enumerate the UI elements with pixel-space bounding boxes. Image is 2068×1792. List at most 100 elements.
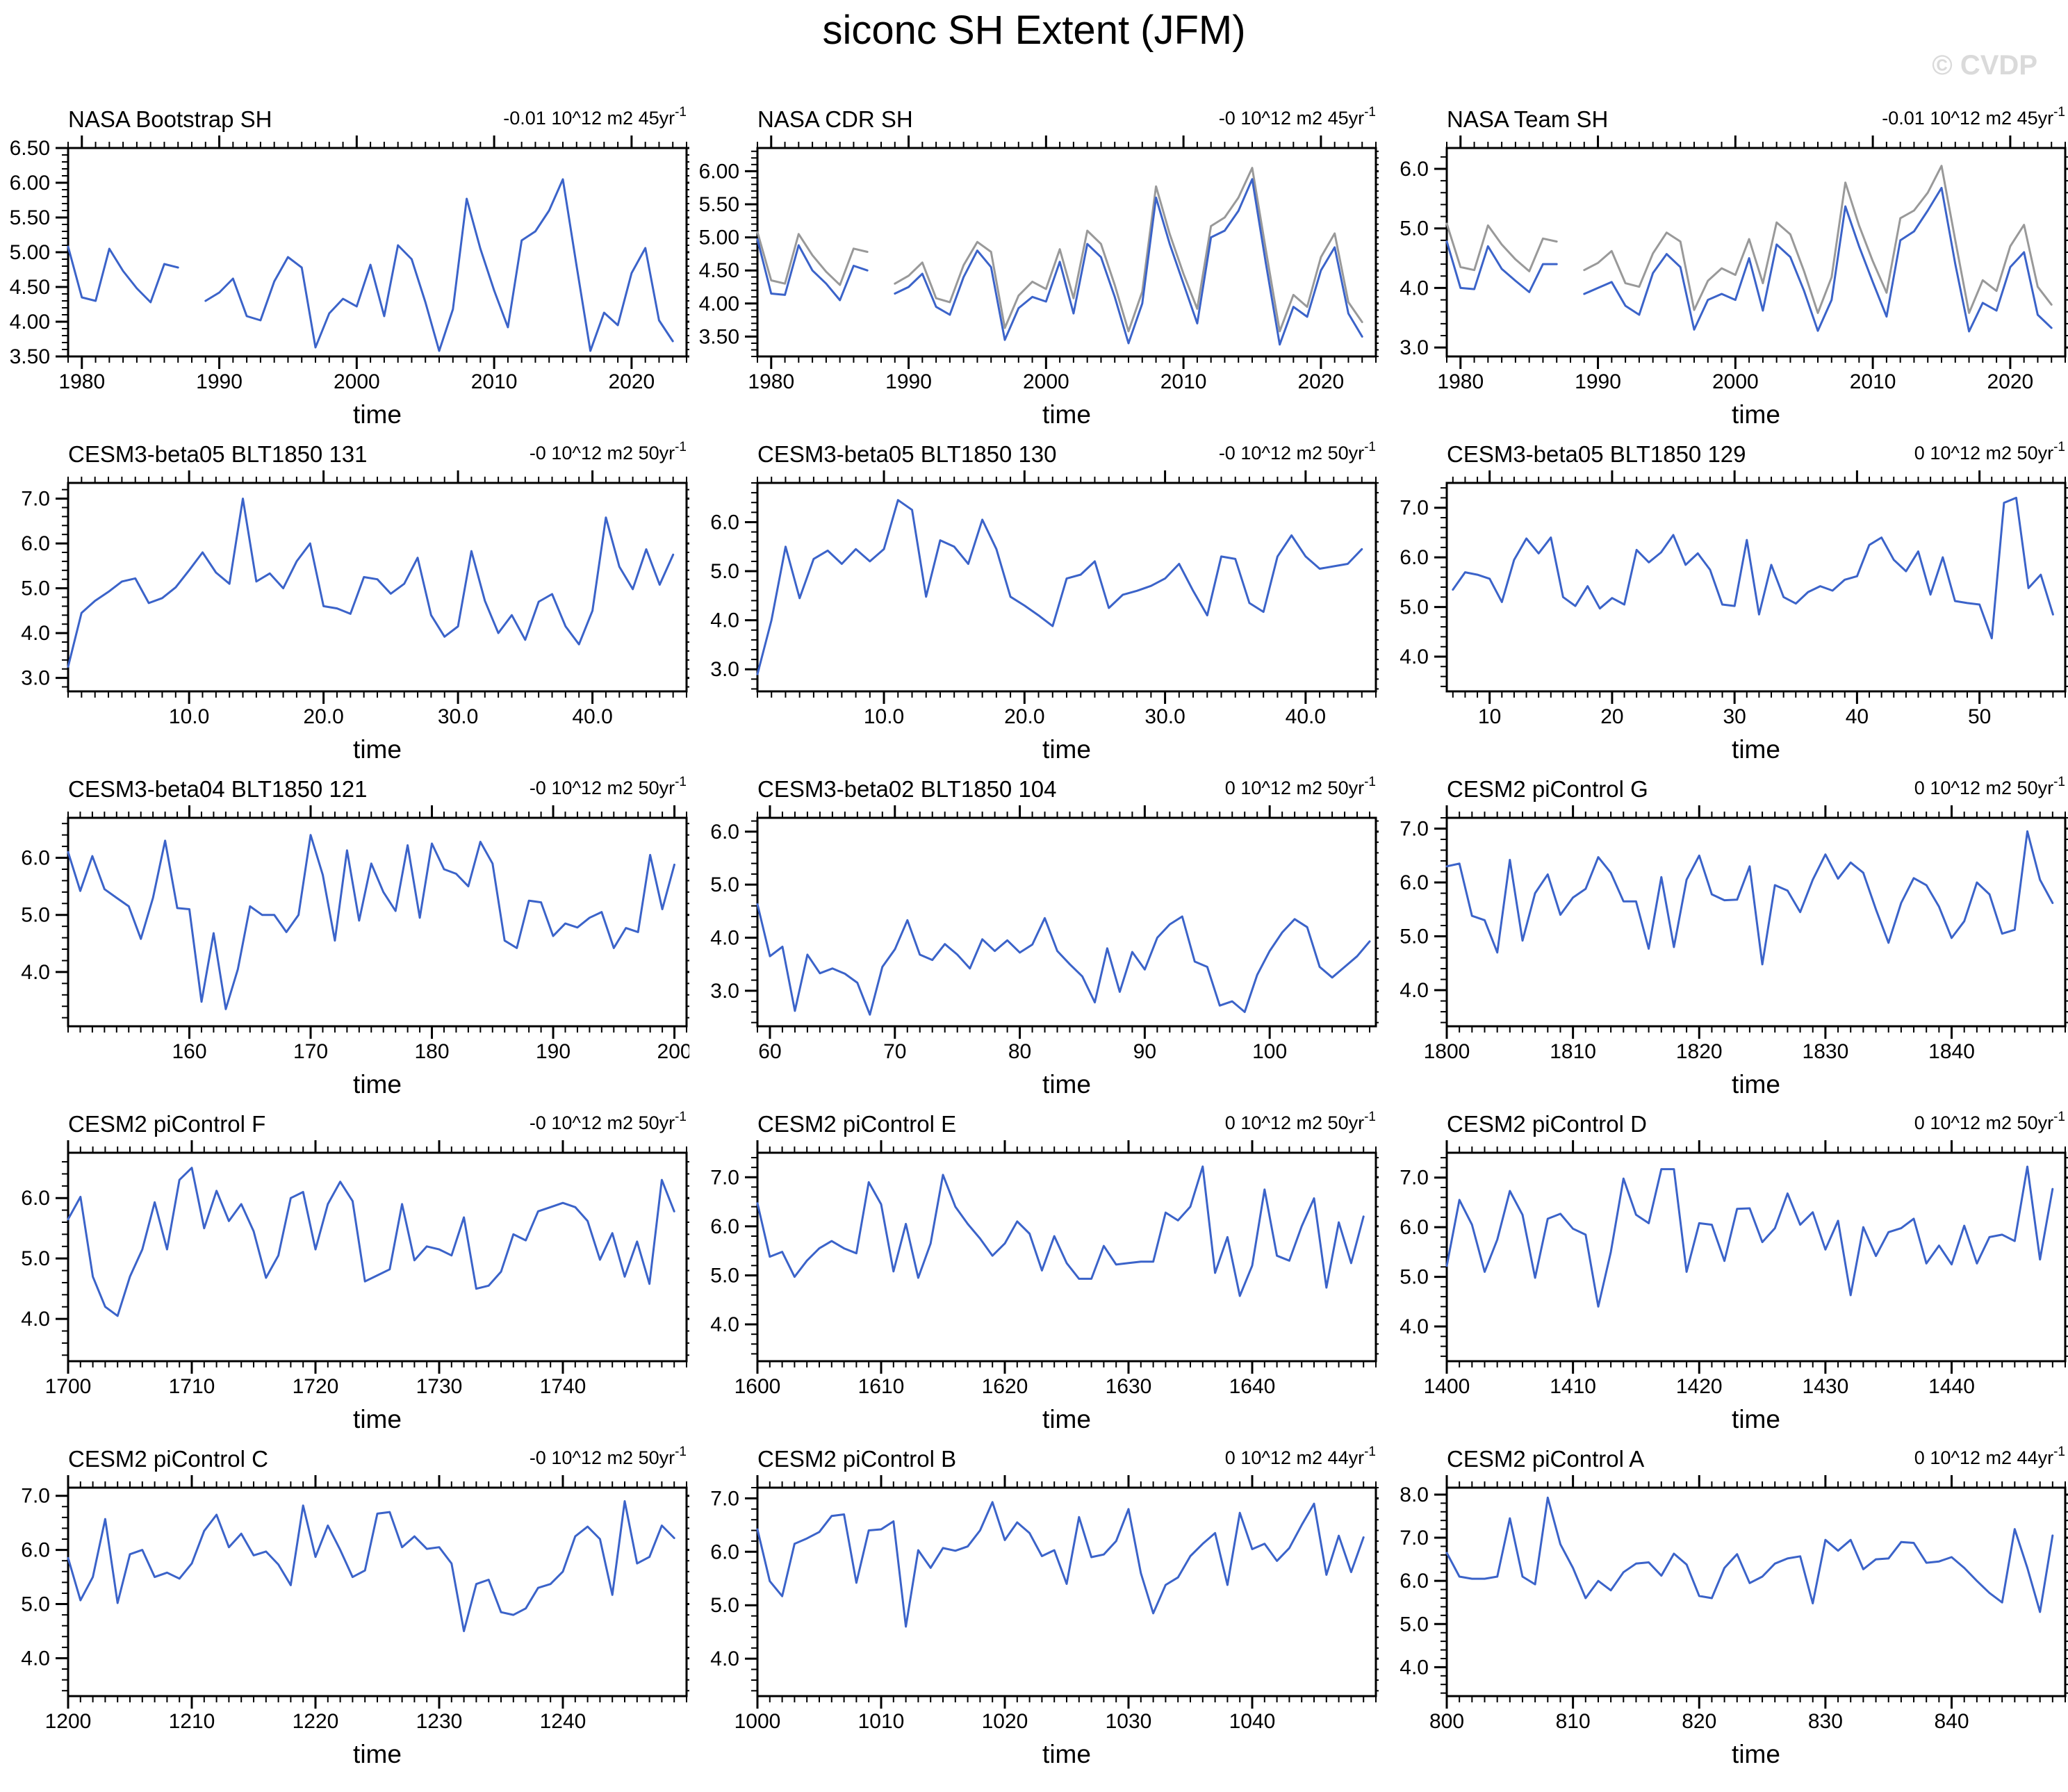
x-tick-label: 2000 [1712, 370, 1759, 393]
y-tick-label: 4.0 [710, 1313, 739, 1336]
x-tick-label: 40.0 [572, 705, 612, 728]
y-tick-label: 4.0 [710, 1647, 739, 1670]
x-axis-label: time [1042, 400, 1091, 426]
y-tick-label: 6.0 [21, 532, 50, 555]
y-tick-label: 5.0 [1400, 926, 1429, 948]
y-tick-label: 4.0 [21, 1308, 50, 1331]
y-tick-label: 4.00 [10, 311, 50, 334]
plot-box [756, 482, 1377, 693]
y-tick-label: 6.0 [1400, 158, 1429, 181]
panel-nasa-cdr-sh: 1980 1990 2000 2010 2020 3.50 4.00 4.50 5.00 5.50… [689, 91, 1388, 429]
cvdp-watermark: © CVDP [1932, 50, 2037, 81]
panel-cesm3-beta02-blt1850-104: 60 70 80 90 100 3.0 4.0 5.0 6.0 CESM3-beta02 BLT1… [689, 761, 1388, 1099]
series-line-nasa-bootstrap-sh-reference [756, 167, 1363, 333]
x-tick-label: 1710 [169, 1375, 215, 1398]
x-tick-label: 1010 [858, 1710, 905, 1733]
y-tick-label: 3.0 [1400, 336, 1429, 359]
y-tick-label: 6.50 [10, 137, 50, 160]
x-tick-label: 200 [657, 1040, 689, 1063]
plot-box [67, 147, 688, 358]
x-tick-label: 160 [172, 1040, 206, 1063]
panel-cesm2-picontrol-g: 1800 1810 1820 1830 1840 4.0 5.0 6.0 7.0 CESM2 pi… [1379, 761, 2068, 1099]
y-tick-label: 6.0 [21, 1539, 50, 1562]
plot-box [67, 1486, 688, 1698]
chart-cesm3-beta04-blt1850-121: 160 170 180 190 200 4.0 5.0 6.0 CESM3-beta04 BLT… [21, 775, 699, 1099]
x-axis-label: time [1042, 1740, 1091, 1766]
y-tick-label: 6.0 [710, 1540, 739, 1563]
panel-nasa-bootstrap-sh: 1980 1990 2000 2010 2020 3.50 4.00 4.50 5.00 5.50… [0, 91, 699, 429]
y-tick-label: 4.0 [1400, 646, 1429, 668]
y-tick-label: 7.0 [21, 488, 50, 511]
x-tick-label: 30.0 [438, 705, 478, 728]
x-tick-label: 1990 [196, 370, 243, 393]
y-tick-label: 5.0 [1400, 1266, 1429, 1289]
y-tick-label: 5.0 [1400, 1613, 1429, 1636]
figure-title: siconc SH Extent (JFM) [822, 8, 1246, 53]
panel-title: CESM2 piControl A [1447, 1446, 1644, 1472]
y-tick-label: 6.00 [10, 172, 50, 195]
trend-annotation: -0.01 10^12 m2 45yr-1 [1882, 105, 2065, 129]
x-tick-label: 1030 [1106, 1710, 1152, 1733]
trend-annotation: 0 10^12 m2 50yr-1 [1914, 440, 2065, 463]
panel-title: NASA Bootstrap SH [68, 106, 272, 132]
chart-cesm2-picontrol-g: 1800 1810 1820 1830 1840 4.0 5.0 6.0 7.0 CESM2 pi… [1400, 775, 2068, 1099]
x-tick-label: 810 [1556, 1710, 1591, 1733]
y-tick-label: 5.0 [21, 1247, 50, 1270]
x-tick-label: 800 [1429, 1710, 1464, 1733]
chart-cesm2-picontrol-b: 1000 1010 1020 1030 1040 4.0 5.0 6.0 7.0 CESM2 pi… [710, 1445, 1388, 1768]
panel-title: CESM3-beta05 BLT1850 130 [757, 441, 1057, 467]
y-tick-label: 5.0 [710, 873, 739, 896]
chart-cesm2-picontrol-f: 1700 1710 1720 1730 1740 4.0 5.0 6.0 CESM2 piCon… [21, 1110, 699, 1433]
panel-title: CESM2 piControl E [757, 1111, 956, 1137]
chart-nasa-bootstrap-sh: 1980 1990 2000 2010 2020 3.50 4.00 4.50 5.00 5.50… [10, 105, 699, 429]
x-tick-label: 1020 [982, 1710, 1028, 1733]
plot-box [1445, 1486, 2067, 1698]
x-tick-label: 1800 [1424, 1040, 1470, 1063]
y-tick-label: 8.0 [1400, 1483, 1429, 1506]
panel-cesm2-picontrol-f: 1700 1710 1720 1730 1740 4.0 5.0 6.0 CESM2 piCon… [0, 1096, 699, 1433]
y-tick-label: 5.0 [21, 904, 50, 927]
trend-annotation: 0 10^12 m2 50yr-1 [1914, 775, 2065, 798]
panel-cesm2-picontrol-c: 1200 1210 1220 1230 1240 4.0 5.0 6.0 7.0 CESM2 pi… [0, 1431, 699, 1768]
y-tick-label: 7.0 [710, 1487, 739, 1510]
panel-cesm3-beta04-blt1850-121: 160 170 180 190 200 4.0 5.0 6.0 CESM3-beta04 BLT… [0, 761, 699, 1099]
y-tick-label: 4.0 [21, 1647, 50, 1670]
panel-title: CESM2 piControl F [68, 1111, 265, 1137]
x-tick-label: 2000 [1023, 370, 1069, 393]
x-tick-label: 180 [414, 1040, 449, 1063]
y-tick-label: 4.0 [21, 622, 50, 645]
x-axis-label: time [1042, 735, 1091, 761]
plot-box [1445, 1151, 2067, 1363]
series-line-cesm2-picontrol-g [1445, 830, 2054, 966]
trend-annotation: -0 10^12 m2 50yr-1 [530, 1445, 687, 1468]
x-tick-label: 1420 [1676, 1375, 1723, 1398]
plot-box [756, 147, 1377, 358]
y-tick-label: 6.0 [21, 1187, 50, 1210]
y-tick-label: 7.0 [1400, 818, 1429, 841]
x-axis-label: time [1042, 1070, 1091, 1096]
y-tick-label: 4.0 [710, 609, 739, 632]
x-tick-label: 2010 [471, 370, 518, 393]
x-tick-label: 1000 [735, 1710, 781, 1733]
panel-cesm2-picontrol-b: 1000 1010 1020 1030 1040 4.0 5.0 6.0 7.0 CESM2 pi… [689, 1431, 1388, 1768]
chart-cesm2-picontrol-a: 800 810 820 830 840 4.0 5.0 6.0 7.0 8.0 CESM2 piCo… [1400, 1445, 2068, 1768]
chart-cesm3-beta02-blt1850-104: 60 70 80 90 100 3.0 4.0 5.0 6.0 CESM3-beta02 BLT1… [710, 775, 1388, 1099]
trend-annotation: -0 10^12 m2 45yr-1 [1219, 105, 1376, 129]
x-tick-label: 10.0 [864, 705, 904, 728]
panel-title: CESM2 piControl C [68, 1446, 268, 1472]
x-tick-label: 90 [1133, 1040, 1156, 1063]
y-tick-label: 6.0 [1400, 1570, 1429, 1593]
y-tick-label: 5.0 [21, 577, 50, 600]
plot-box [67, 482, 688, 693]
y-tick-label: 7.0 [1400, 1527, 1429, 1549]
y-tick-label: 4.0 [21, 961, 50, 984]
x-axis-label: time [353, 1070, 402, 1096]
trend-annotation: -0 10^12 m2 50yr-1 [530, 1110, 687, 1133]
panel-title: CESM2 piControl D [1447, 1111, 1647, 1137]
y-tick-label: 5.0 [710, 1594, 739, 1617]
x-axis-label: time [353, 1405, 402, 1431]
x-tick-label: 2020 [1298, 370, 1345, 393]
chart-nasa-cdr-sh: 1980 1990 2000 2010 2020 3.50 4.00 4.50 5.00 5.50… [699, 105, 1388, 429]
panel-cesm3-beta05-blt1850-131: 10.0 20.0 30.0 40.0 3.0 4.0 5.0 6.0 7.0 CESM3-bet… [0, 426, 699, 764]
trend-annotation: 0 10^12 m2 50yr-1 [1914, 1110, 2065, 1133]
